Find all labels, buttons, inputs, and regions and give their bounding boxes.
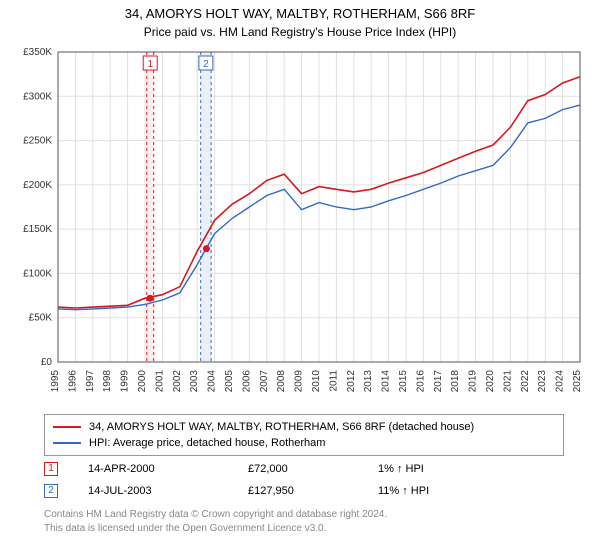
legend-label: HPI: Average price, detached house, Roth… bbox=[89, 437, 325, 449]
marker-row: 2 14-JUL-2003 £127,950 11% ↑ HPI bbox=[44, 480, 564, 502]
marker-table: 1 14-APR-2000 £72,000 1% ↑ HPI 2 14-JUL-2003 £… bbox=[44, 458, 564, 502]
svg-text:1995: 1995 bbox=[50, 370, 61, 393]
svg-text:£300K: £300K bbox=[23, 91, 52, 102]
svg-text:2022: 2022 bbox=[520, 370, 531, 393]
svg-text:2021: 2021 bbox=[502, 370, 513, 393]
svg-text:2015: 2015 bbox=[398, 370, 409, 393]
marker-number: 2 bbox=[44, 484, 58, 498]
chart-title-2: Price paid vs. HM Land Registry's House … bbox=[0, 23, 600, 43]
chart-svg: £0 £50K £100K £150K £200K £250K £300K £350K 1995… bbox=[10, 46, 590, 406]
footer-attribution: Contains HM Land Registry data © Crown c… bbox=[44, 508, 387, 535]
legend-row: HPI: Average price, detached house, Roth… bbox=[53, 435, 555, 451]
legend-swatch bbox=[53, 426, 81, 428]
marker-date: 14-JUL-2003 bbox=[88, 485, 218, 497]
legend: 34, AMORYS HOLT WAY, MALTBY, ROTHERHAM, … bbox=[44, 414, 564, 456]
svg-text:£150K: £150K bbox=[23, 224, 52, 235]
svg-text:2008: 2008 bbox=[276, 370, 287, 393]
svg-text:1996: 1996 bbox=[67, 370, 78, 393]
svg-text:1997: 1997 bbox=[85, 370, 96, 393]
svg-text:2010: 2010 bbox=[311, 370, 322, 393]
svg-text:1999: 1999 bbox=[120, 370, 131, 393]
page: 34, AMORYS HOLT WAY, MALTBY, ROTHERHAM, … bbox=[0, 0, 600, 560]
svg-text:£200K: £200K bbox=[23, 180, 52, 191]
svg-text:2009: 2009 bbox=[294, 370, 305, 393]
svg-text:2025: 2025 bbox=[572, 370, 583, 393]
svg-text:2005: 2005 bbox=[224, 370, 235, 393]
svg-text:2: 2 bbox=[203, 59, 209, 70]
svg-text:2020: 2020 bbox=[485, 370, 496, 393]
line-chart: £0 £50K £100K £150K £200K £250K £300K £350K 1995… bbox=[10, 46, 590, 406]
svg-text:2004: 2004 bbox=[207, 370, 218, 393]
svg-text:2007: 2007 bbox=[259, 370, 270, 393]
legend-swatch bbox=[53, 442, 81, 444]
svg-text:2000: 2000 bbox=[137, 370, 148, 393]
svg-text:2001: 2001 bbox=[154, 370, 165, 393]
svg-text:£250K: £250K bbox=[23, 136, 52, 147]
svg-text:1998: 1998 bbox=[102, 370, 113, 393]
chart-title-1: 34, AMORYS HOLT WAY, MALTBY, ROTHERHAM, … bbox=[0, 0, 600, 23]
svg-text:2011: 2011 bbox=[328, 370, 339, 392]
marker-price: £127,950 bbox=[248, 485, 348, 497]
svg-text:£100K: £100K bbox=[23, 268, 52, 279]
footer-line-1: Contains HM Land Registry data © Crown c… bbox=[44, 508, 387, 522]
legend-label: 34, AMORYS HOLT WAY, MALTBY, ROTHERHAM, … bbox=[89, 421, 474, 433]
footer-line-2: This data is licensed under the Open Gov… bbox=[44, 522, 387, 536]
svg-text:2006: 2006 bbox=[241, 370, 252, 393]
marker-price: £72,000 bbox=[248, 463, 348, 475]
svg-text:1: 1 bbox=[147, 59, 153, 70]
svg-text:2019: 2019 bbox=[468, 370, 479, 393]
svg-text:2024: 2024 bbox=[555, 370, 566, 393]
svg-text:£0: £0 bbox=[41, 357, 53, 368]
svg-text:£350K: £350K bbox=[23, 47, 52, 58]
marker-row: 1 14-APR-2000 £72,000 1% ↑ HPI bbox=[44, 458, 564, 480]
svg-text:2023: 2023 bbox=[537, 370, 548, 393]
marker-hpi: 11% ↑ HPI bbox=[378, 485, 488, 497]
marker-hpi: 1% ↑ HPI bbox=[378, 463, 488, 475]
svg-text:2003: 2003 bbox=[189, 370, 200, 393]
svg-text:£50K: £50K bbox=[29, 313, 53, 324]
svg-text:2002: 2002 bbox=[172, 370, 183, 393]
marker-date: 14-APR-2000 bbox=[88, 463, 218, 475]
legend-row: 34, AMORYS HOLT WAY, MALTBY, ROTHERHAM, … bbox=[53, 419, 555, 435]
svg-text:2012: 2012 bbox=[346, 370, 357, 393]
marker-number: 1 bbox=[44, 462, 58, 476]
svg-text:2014: 2014 bbox=[381, 370, 392, 393]
svg-text:2013: 2013 bbox=[363, 370, 374, 393]
svg-text:2018: 2018 bbox=[450, 370, 461, 393]
svg-text:2016: 2016 bbox=[415, 370, 426, 393]
svg-text:2017: 2017 bbox=[433, 370, 444, 393]
